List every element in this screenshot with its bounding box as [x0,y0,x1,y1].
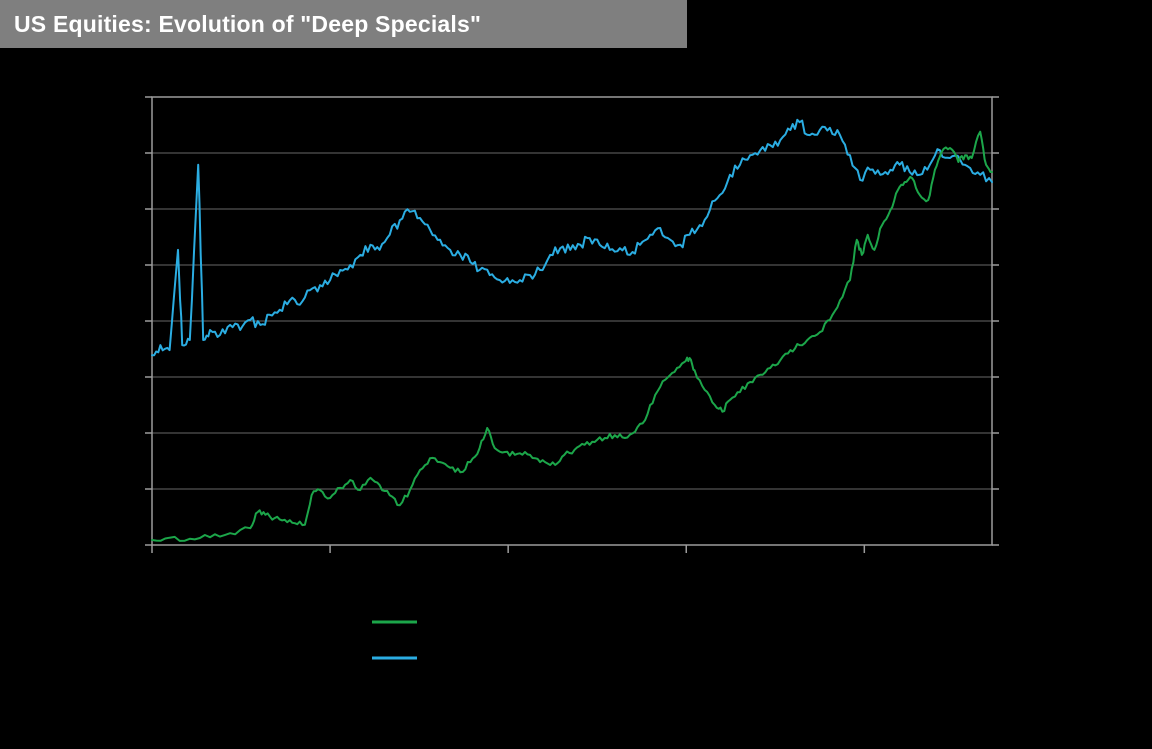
page-title: US Equities: Evolution of "Deep Specials… [14,10,482,37]
title-bar: US Equities: Evolution of "Deep Specials… [0,0,687,48]
series-line-green [151,130,993,542]
plot-border [151,96,993,546]
series-line-blue [151,118,993,357]
